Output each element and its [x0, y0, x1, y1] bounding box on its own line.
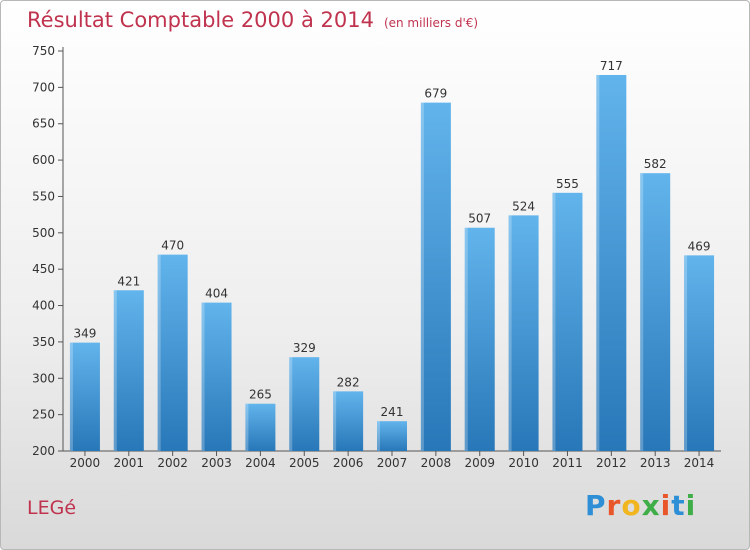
x-tick-label: 2003 [201, 456, 232, 470]
bar-2013 [640, 173, 671, 451]
y-tick-label: 600 [32, 153, 55, 167]
bar-2003 [201, 302, 232, 451]
bar-2010 [508, 215, 539, 451]
bar-highlight [113, 290, 117, 451]
logo-letter: i [685, 489, 697, 522]
logo-letter: o [621, 489, 642, 522]
bar-2001 [113, 290, 144, 451]
bar-highlight [245, 403, 249, 451]
y-tick-label: 650 [32, 117, 55, 131]
bar-2007 [377, 421, 407, 451]
chart-subtitle: (en milliers d'€) [383, 16, 479, 30]
logo-letter: P [585, 489, 607, 522]
y-tick-label: 500 [32, 226, 55, 240]
chart-title: Résultat Comptable 2000 à 2014 (en millie… [27, 8, 478, 32]
bar-highlight [333, 391, 337, 451]
bar-highlight [464, 227, 468, 451]
data-label: 679 [424, 87, 447, 101]
bar-highlight [552, 192, 556, 451]
logo-letter: i [660, 489, 672, 522]
data-label: 555 [556, 177, 579, 191]
x-tick-label: 2014 [684, 456, 715, 470]
data-label: 404 [205, 287, 228, 301]
logo-letter: r [606, 489, 622, 522]
bar-2002 [157, 254, 188, 451]
x-tick-label: 2012 [596, 456, 627, 470]
data-label: 524 [512, 199, 535, 213]
chart-title-text: Résultat Comptable 2000 à 2014 [27, 8, 374, 32]
y-tick-label: 350 [32, 335, 55, 349]
data-label: 241 [381, 405, 404, 419]
x-tick-label: 2004 [245, 456, 276, 470]
bar-highlight [420, 102, 424, 452]
bar-2000 [69, 342, 100, 451]
x-tick-label: 2000 [70, 456, 101, 470]
bar-2005 [289, 357, 320, 451]
data-label: 282 [337, 375, 360, 389]
bar-highlight [289, 357, 293, 451]
bar-highlight [508, 215, 512, 451]
x-tick-label: 2005 [289, 456, 320, 470]
y-tick-label: 400 [32, 299, 55, 313]
x-tick-label: 2002 [157, 456, 188, 470]
bar-2006 [333, 391, 364, 451]
y-tick-label: 250 [32, 408, 55, 422]
y-tick-label: 300 [32, 371, 55, 385]
data-label: 717 [600, 59, 623, 73]
proxiti-logo: Proxiti [585, 489, 696, 522]
bar-2008 [420, 102, 451, 452]
bar-highlight [684, 255, 688, 451]
data-label: 507 [468, 212, 491, 226]
data-label: 582 [644, 157, 667, 171]
bar-highlight [596, 75, 600, 451]
y-tick-label: 550 [32, 189, 55, 203]
x-tick-label: 2007 [377, 456, 408, 470]
commune-name: LEGé [27, 497, 77, 519]
bar-highlight [640, 173, 644, 451]
data-label: 329 [293, 341, 316, 355]
bar-2004 [245, 403, 276, 451]
bar-2011 [552, 192, 583, 451]
logo-letter: t [671, 489, 686, 522]
x-tick-label: 2011 [552, 456, 583, 470]
x-tick-label: 2013 [640, 456, 671, 470]
y-tick-label: 700 [32, 80, 55, 94]
x-tick-label: 2001 [114, 456, 145, 470]
bar-highlight [377, 421, 380, 451]
bar-highlight [157, 254, 161, 451]
y-tick-label: 200 [32, 444, 55, 458]
x-tick-label: 2008 [421, 456, 452, 470]
y-tick-label: 750 [32, 44, 55, 58]
bar-2014 [684, 255, 715, 451]
bar-2009 [464, 227, 495, 451]
data-label: 470 [161, 239, 184, 253]
logo-letter: x [641, 489, 661, 522]
x-tick-label: 2009 [464, 456, 495, 470]
x-tick-label: 2006 [333, 456, 364, 470]
bar-highlight [201, 302, 205, 451]
data-label: 265 [249, 388, 272, 402]
bar-highlight [69, 342, 73, 451]
bar-2012 [596, 75, 627, 451]
data-label: 349 [73, 327, 96, 341]
x-tick-label: 2010 [508, 456, 539, 470]
data-label: 421 [117, 274, 140, 288]
y-tick-label: 450 [32, 262, 55, 276]
data-label: 469 [688, 239, 711, 253]
